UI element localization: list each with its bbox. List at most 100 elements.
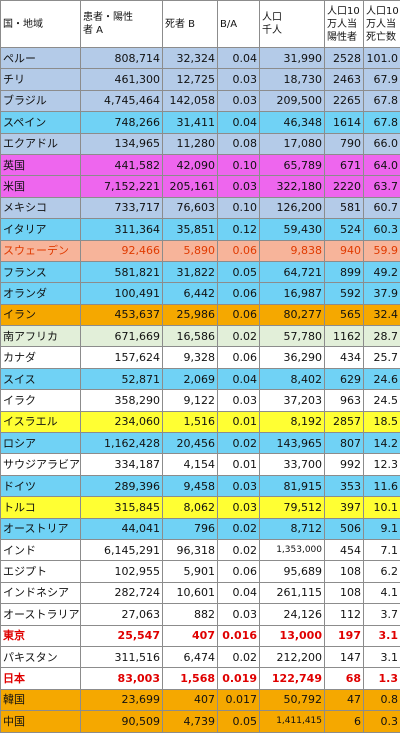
deaths-per-100k-cell: 7.1 [364,539,400,560]
positive-per-100k-cell: 6 [325,711,364,732]
country-cell: 米国 [1,176,81,197]
deaths-per-100k-cell: 10.1 [364,497,400,518]
deaths-per-100k-cell: 24.6 [364,368,400,389]
deaths-per-100k-cell: 60.3 [364,219,400,240]
positive-per-100k-cell: 807 [325,433,364,454]
deaths-cell: 96,318 [163,539,218,560]
positive-per-100k-cell: 454 [325,539,364,560]
deaths-per-100k-cell: 4.1 [364,582,400,603]
positive-per-100k-cell: 671 [325,154,364,175]
positive-cell: 315,845 [81,497,163,518]
population-cell: 16,987 [260,283,325,304]
positive-per-100k-cell: 2265 [325,90,364,111]
population-cell: 81,915 [260,475,325,496]
population-cell: 17,080 [260,133,325,154]
population-cell: 8,712 [260,518,325,539]
country-cell: メキシコ [1,197,81,218]
country-cell: サウジアラビア [1,454,81,475]
deaths-cell: 1,568 [163,668,218,689]
population-cell: 64,721 [260,261,325,282]
country-cell: 中国 [1,711,81,732]
country-cell: インドネシア [1,582,81,603]
positive-per-100k-cell: 434 [325,347,364,368]
positive-cell: 157,624 [81,347,163,368]
ratio-cell: 0.02 [218,539,260,560]
country-cell: 日本 [1,668,81,689]
ratio-cell: 0.04 [218,368,260,389]
positive-cell: 748,266 [81,112,163,133]
deaths-per-100k-cell: 6.2 [364,561,400,582]
ratio-cell: 0.03 [218,69,260,90]
population-cell: 33,700 [260,454,325,475]
country-cell: チリ [1,69,81,90]
population-cell: 9,838 [260,240,325,261]
country-cell: イラン [1,304,81,325]
deaths-cell: 42,090 [163,154,218,175]
population-cell: 46,348 [260,112,325,133]
deaths-cell: 20,456 [163,433,218,454]
population-cell: 95,689 [260,561,325,582]
positive-cell: 441,582 [81,154,163,175]
deaths-cell: 12,725 [163,69,218,90]
population-cell: 24,126 [260,604,325,625]
country-cell: エクアドル [1,133,81,154]
positive-cell: 311,364 [81,219,163,240]
positive-per-100k-cell: 2463 [325,69,364,90]
deaths-per-100k-cell: 3.7 [364,604,400,625]
ratio-cell: 0.06 [218,304,260,325]
country-cell: 南アフリカ [1,326,81,347]
population-cell: 8,402 [260,368,325,389]
population-cell: 79,512 [260,497,325,518]
deaths-cell: 205,161 [163,176,218,197]
positive-cell: 581,821 [81,261,163,282]
deaths-cell: 9,328 [163,347,218,368]
positive-per-100k-cell: 1614 [325,112,364,133]
positive-cell: 4,745,464 [81,90,163,111]
header-deaths-b: 死者 B [163,1,218,48]
positive-per-100k-cell: 197 [325,625,364,646]
positive-per-100k-cell: 592 [325,283,364,304]
deaths-cell: 6,474 [163,646,218,667]
positive-per-100k-cell: 147 [325,646,364,667]
deaths-per-100k-cell: 49.2 [364,261,400,282]
positive-per-100k-cell: 992 [325,454,364,475]
deaths-per-100k-cell: 37.9 [364,283,400,304]
deaths-cell: 4,739 [163,711,218,732]
header-ratio-ba: B/A [218,1,260,48]
population-cell: 1,411,415 [260,711,325,732]
positive-cell: 733,717 [81,197,163,218]
ratio-cell: 0.01 [218,411,260,432]
deaths-per-100k-cell: 0.8 [364,689,400,710]
ratio-cell: 0.03 [218,604,260,625]
positive-per-100k-cell: 108 [325,582,364,603]
deaths-per-100k-cell: 64.0 [364,154,400,175]
positive-per-100k-cell: 2528 [325,48,364,69]
deaths-cell: 5,901 [163,561,218,582]
positive-cell: 92,466 [81,240,163,261]
positive-per-100k-cell: 963 [325,390,364,411]
ratio-cell: 0.05 [218,711,260,732]
population-cell: 13,000 [260,625,325,646]
ratio-cell: 0.06 [218,561,260,582]
ratio-cell: 0.02 [218,646,260,667]
population-cell: 59,430 [260,219,325,240]
deaths-per-100k-cell: 14.2 [364,433,400,454]
positive-cell: 289,396 [81,475,163,496]
